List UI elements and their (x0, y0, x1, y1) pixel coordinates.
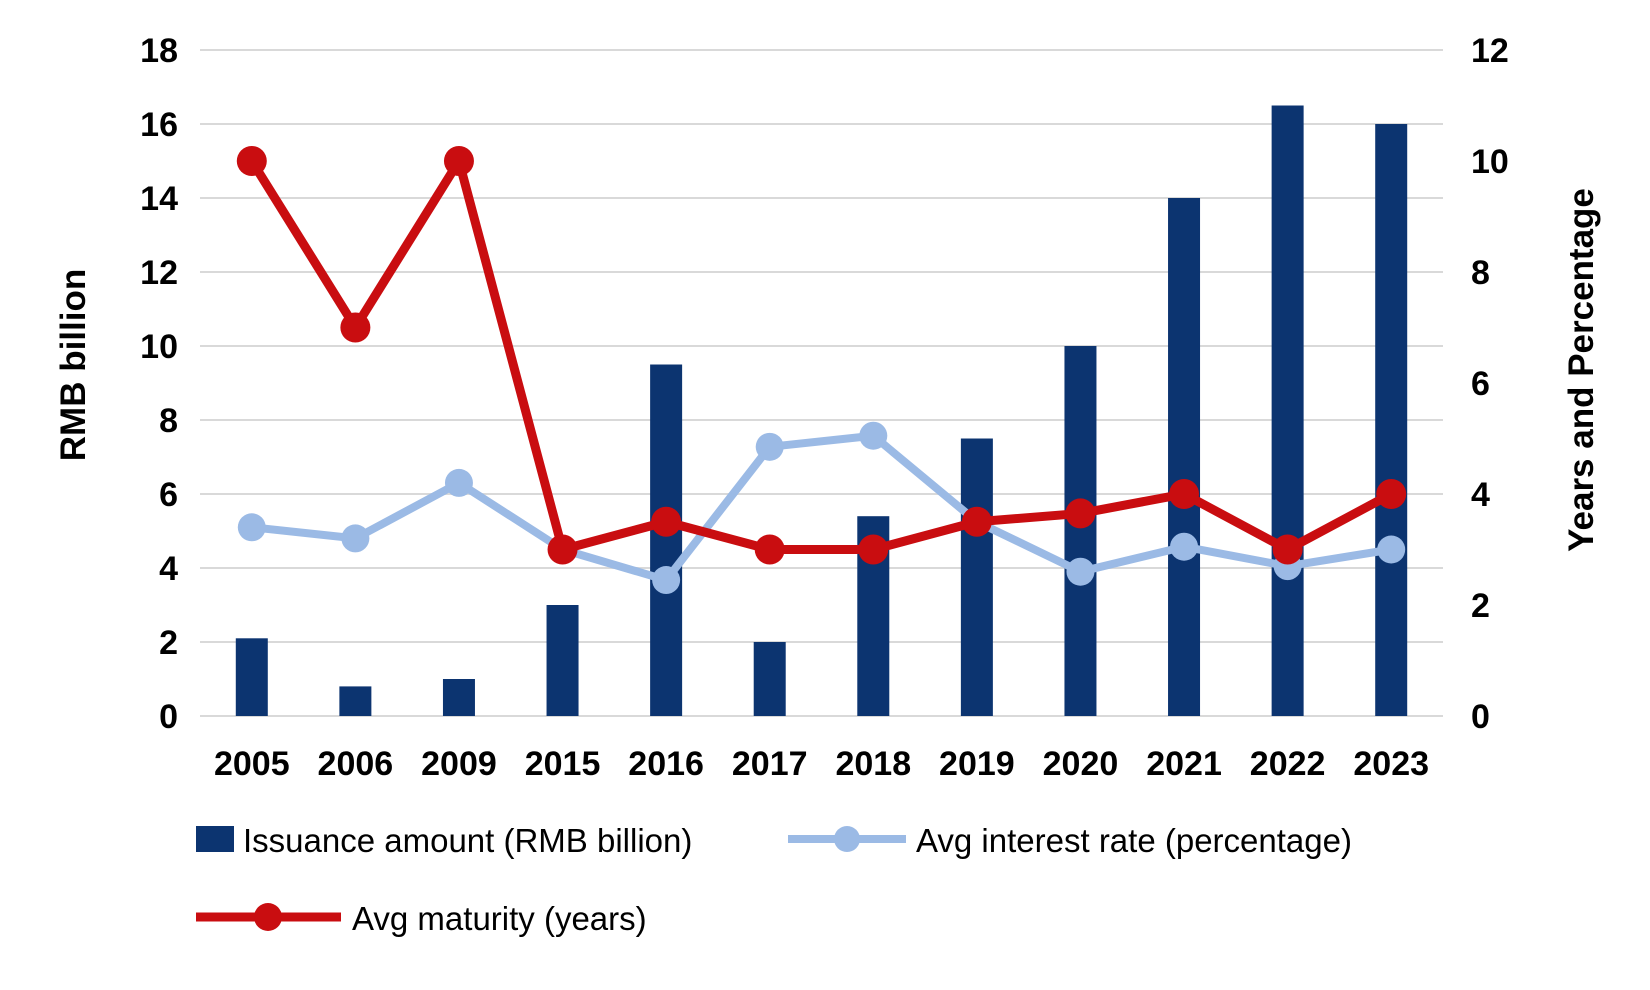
right-axis-tick-labels: 0 2 4 6 8 10 12 (1471, 32, 1509, 736)
maturity-point (340, 312, 371, 343)
issuance-bar (442, 679, 475, 716)
left-axis-tick: 16 (140, 106, 178, 144)
x-axis-label: 2023 (1353, 745, 1429, 783)
maturity-point (858, 534, 889, 565)
legend-label-maturity: Avg maturity (years) (352, 900, 647, 937)
interest-rate-point (444, 468, 473, 497)
legend-marker-maturity-dot (254, 903, 282, 931)
issuance-bar (1375, 124, 1408, 716)
maturity-point (1169, 479, 1200, 509)
x-axis-label: 2019 (939, 745, 1015, 783)
maturity-point (443, 146, 474, 176)
maturity-line (247, 156, 1396, 554)
left-axis-tick-labels: 0 2 4 6 8 10 12 14 16 18 (140, 32, 178, 736)
maturity-point (236, 146, 267, 176)
issuance-bar (1271, 105, 1304, 716)
issuance-bar (753, 642, 786, 716)
issuance-bar (960, 438, 993, 716)
right-axis-tick: 0 (1471, 698, 1490, 736)
left-axis-tick: 8 (159, 402, 178, 440)
x-axis-label: 2009 (421, 745, 497, 783)
interest-rate-point (859, 421, 888, 450)
left-axis-tick: 10 (140, 328, 178, 366)
left-axis-title: RMB billion (54, 269, 93, 461)
issuance-bar (546, 605, 579, 716)
interest-rate-point (341, 524, 370, 553)
maturity-point (1376, 479, 1407, 509)
x-axis-label: 2017 (732, 745, 808, 783)
x-axis-label: 2006 (318, 745, 394, 783)
left-axis-tick: 2 (159, 624, 178, 662)
interest-rate-point (652, 566, 681, 595)
interest-rate-point (237, 513, 266, 542)
interest-rate-point (1066, 557, 1095, 586)
interest-rate-point (755, 432, 784, 461)
x-axis-label: 2016 (628, 745, 704, 783)
legend-marker-interest-dot (834, 826, 860, 852)
interest-rate-point (1377, 535, 1406, 564)
right-axis-tick: 12 (1471, 32, 1509, 70)
maturity-point (961, 506, 992, 537)
issuance-bar-series (235, 105, 1408, 716)
maturity-point (651, 506, 682, 537)
left-axis-tick: 18 (140, 32, 178, 70)
maturity-point (1272, 534, 1303, 565)
x-axis-labels: 2005 2006 2009 2015 2016 2017 2018 2019 2020 2021… (214, 745, 1429, 783)
issuance-bar (235, 638, 268, 716)
x-axis-label: 2005 (214, 745, 290, 783)
x-axis-label: 2018 (835, 745, 911, 783)
legend-label-interest: Avg interest rate (percentage) (916, 822, 1352, 859)
right-axis-tick: 10 (1471, 143, 1509, 181)
x-axis-label: 2021 (1146, 745, 1222, 783)
maturity-line-series (236, 146, 1407, 565)
x-axis-label: 2015 (525, 745, 601, 783)
right-axis-tick: 6 (1471, 365, 1490, 403)
right-axis-tick: 2 (1471, 587, 1490, 625)
left-axis-tick: 14 (140, 180, 178, 218)
issuance-bar (650, 364, 683, 716)
right-axis-tick: 4 (1471, 476, 1490, 514)
right-axis-title: Years and Percentage (1562, 188, 1601, 552)
left-axis-tick: 0 (159, 698, 178, 736)
left-axis-tick: 4 (159, 550, 178, 588)
x-axis-label: 2022 (1250, 745, 1326, 783)
issuance-bar (1064, 346, 1097, 716)
left-axis-tick: 12 (140, 254, 178, 292)
gridlines (200, 49, 1443, 717)
issuance-bar (1168, 198, 1201, 716)
right-axis-tick: 8 (1471, 254, 1490, 292)
issuance-bar (339, 686, 372, 716)
interest-rate-point (1170, 532, 1199, 561)
x-axis-label: 2020 (1043, 745, 1119, 783)
interest-rate-line (247, 431, 1396, 585)
legend-label-issuance: Issuance amount (RMB billion) (243, 822, 692, 859)
legend: Issuance amount (RMB billion) Avg intere… (196, 822, 1352, 937)
maturity-point (754, 534, 785, 565)
maturity-point (1065, 498, 1096, 529)
legend-swatch-issuance (196, 826, 234, 852)
maturity-point (547, 534, 578, 565)
left-axis-tick: 6 (159, 476, 178, 514)
